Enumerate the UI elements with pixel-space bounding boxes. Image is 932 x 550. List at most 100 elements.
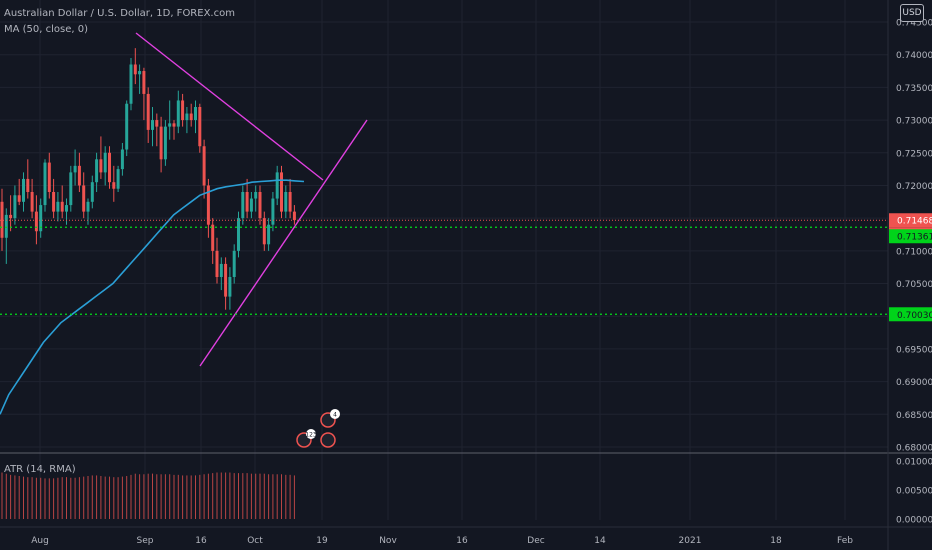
candle (82, 172, 86, 219)
candle (241, 185, 245, 225)
candle (151, 107, 154, 147)
candle-body (77, 165, 81, 186)
candle-body (142, 71, 146, 94)
event-badge-c (320, 432, 336, 448)
candle-body (47, 162, 51, 192)
candle (245, 178, 249, 219)
candle (292, 205, 296, 225)
candle (271, 192, 275, 232)
time-tick-label: Dec (527, 536, 544, 546)
candle (176, 90, 180, 134)
candle (60, 185, 64, 219)
candle-body (151, 120, 154, 130)
candle (4, 208, 8, 264)
candle (254, 185, 258, 212)
price-tick-label: 0.74500 (896, 19, 932, 29)
candle-body (232, 250, 236, 277)
candle-body (65, 205, 68, 212)
candle (65, 198, 68, 225)
candle (120, 142, 124, 176)
candle-body (245, 192, 249, 212)
candle (146, 87, 150, 143)
candle-body (56, 201, 60, 212)
time-tick-label: 16 (456, 536, 468, 546)
price-tick-label: 0.74000 (896, 51, 932, 61)
candle (206, 178, 210, 238)
price-tick-label: 0.73500 (896, 84, 932, 94)
candle (26, 159, 30, 199)
candle (9, 195, 13, 232)
grid (0, 0, 888, 520)
candle (163, 120, 167, 166)
candle (77, 152, 81, 192)
candle-body (284, 192, 288, 212)
time-tick-label: 14 (594, 536, 606, 546)
time-tick-label: Oct (247, 536, 263, 546)
candle (116, 165, 120, 192)
price-tick-label: 0.71000 (896, 247, 932, 257)
candle-body (34, 211, 38, 232)
time-tick-label: 2021 (679, 536, 702, 546)
candle-body (228, 277, 232, 297)
candle (0, 188, 4, 251)
candle (112, 165, 116, 202)
candle-body (90, 182, 94, 202)
support-2-tag-bg (889, 307, 932, 322)
candle-body (108, 152, 111, 183)
candle (73, 149, 77, 186)
candle-body (292, 211, 296, 221)
time-tick-label: Nov (379, 536, 397, 546)
candle (237, 211, 240, 258)
candle (194, 100, 197, 134)
current-price-tag-bg (889, 213, 932, 228)
candle (86, 198, 90, 225)
candle (129, 57, 133, 111)
candle (262, 211, 266, 251)
time-tick-label: 16 (195, 536, 207, 546)
candle-body (82, 185, 86, 212)
upper-trendline (135, 32, 324, 181)
candle-body (194, 107, 197, 121)
symbol-title[interactable]: Australian Dollar / U.S. Dollar, 1D, FOR… (4, 8, 235, 19)
currency-button[interactable]: USD (900, 4, 924, 22)
candle-body (206, 185, 210, 225)
price-tick-label: 0.69500 (896, 345, 932, 355)
support-1-tag: 0.71361 (889, 229, 932, 244)
candle-body (288, 192, 292, 212)
candle-body (30, 192, 34, 212)
candle-body (9, 214, 13, 219)
candle (142, 67, 146, 121)
candle-body (185, 113, 189, 121)
atr-indicator-label[interactable]: ATR (14, RMA) (4, 464, 76, 475)
candle (280, 165, 283, 219)
candle (275, 165, 279, 206)
candle-body (267, 224, 271, 245)
trendlines (135, 32, 368, 367)
candle-body (103, 152, 107, 173)
candle-body (69, 172, 73, 206)
candle (185, 107, 189, 134)
candle-body (275, 172, 279, 199)
candle (215, 237, 219, 284)
candle (52, 178, 56, 219)
support-1-tag-text: 0.71361 (897, 233, 932, 243)
candle-body (176, 100, 180, 127)
overlays: 123 4 (0, 179, 888, 448)
ma-line (0, 179, 305, 415)
event-badge-b: 4 (320, 409, 340, 428)
time-tick-label: 19 (316, 536, 328, 546)
candle-body (249, 198, 253, 212)
time-tick-label: Sep (137, 536, 154, 546)
candle-body (189, 113, 193, 121)
candle (181, 93, 185, 127)
candle (267, 218, 271, 251)
ma-indicator-label[interactable]: MA (50, close, 0) (4, 24, 89, 35)
support-2-tag: 0.70030 (889, 307, 932, 322)
candle (211, 218, 215, 264)
candle (198, 103, 202, 153)
candle (228, 267, 232, 310)
candle-body (215, 250, 219, 277)
atr-pane (0, 452, 932, 519)
price-tick-label: 0.72500 (896, 149, 932, 159)
